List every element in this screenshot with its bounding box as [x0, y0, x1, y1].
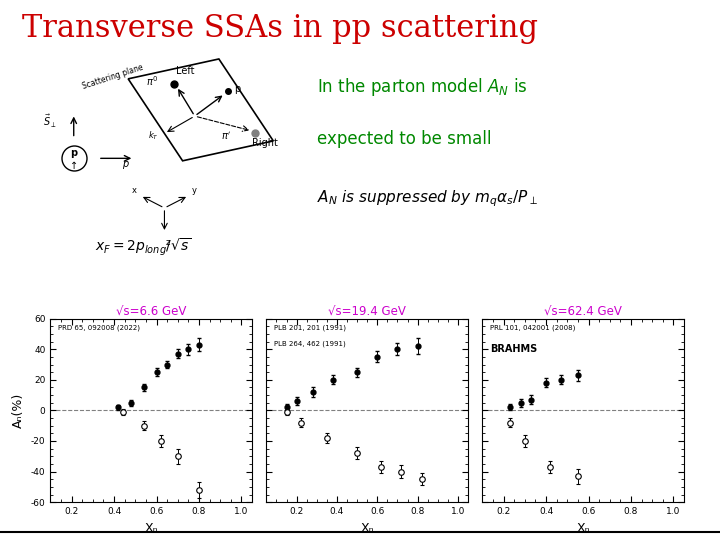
- Text: Scattering plane: Scattering plane: [81, 63, 145, 91]
- Text: x: x: [132, 186, 138, 195]
- Text: $\pi^0$: $\pi^0$: [146, 75, 158, 88]
- Text: $\pi'$: $\pi'$: [221, 130, 231, 142]
- Text: PLB 201, 201 (1991): PLB 201, 201 (1991): [274, 324, 346, 330]
- Text: p: p: [70, 148, 77, 158]
- Title: √s=19.4 GeV: √s=19.4 GeV: [328, 306, 406, 319]
- X-axis label: Xₙ: Xₙ: [145, 522, 158, 535]
- Text: $\vec{p}$: $\vec{p}$: [122, 157, 130, 172]
- Text: Right: Right: [252, 138, 278, 149]
- Title: √s=62.4 GeV: √s=62.4 GeV: [544, 306, 622, 319]
- Text: PRD 65, 092008 (2022): PRD 65, 092008 (2022): [58, 324, 140, 330]
- Text: In the parton model $A_N$ is: In the parton model $A_N$ is: [317, 76, 528, 98]
- Text: p: p: [234, 84, 240, 94]
- Text: $k_T$: $k_T$: [148, 130, 158, 142]
- Text: BRAHMS: BRAHMS: [490, 345, 538, 354]
- Text: PLB 264, 462 (1991): PLB 264, 462 (1991): [274, 341, 346, 347]
- Title: √s=6.6 GeV: √s=6.6 GeV: [116, 306, 186, 319]
- Y-axis label: Aₙ(%): Aₙ(%): [12, 393, 25, 428]
- Text: expected to be small: expected to be small: [317, 130, 491, 147]
- X-axis label: Xₙ: Xₙ: [577, 522, 590, 535]
- X-axis label: Xₙ: Xₙ: [361, 522, 374, 535]
- Text: $x_F = 2p_{long}/\sqrt{s}$: $x_F = 2p_{long}/\sqrt{s}$: [95, 237, 192, 258]
- Text: ↑: ↑: [70, 161, 78, 171]
- Text: Left: Left: [176, 66, 195, 76]
- Text: z: z: [166, 238, 170, 247]
- Text: PRL 101, 042001 (2008): PRL 101, 042001 (2008): [490, 324, 576, 330]
- Text: Transverse SSAs in pp scattering: Transverse SSAs in pp scattering: [22, 14, 538, 44]
- Text: y: y: [192, 186, 197, 195]
- Text: $\vec{S}_\perp$: $\vec{S}_\perp$: [42, 113, 56, 130]
- Text: $A_N$ is suppressed by $m_q\alpha_s/P_\perp$: $A_N$ is suppressed by $m_q\alpha_s/P_\p…: [317, 188, 538, 208]
